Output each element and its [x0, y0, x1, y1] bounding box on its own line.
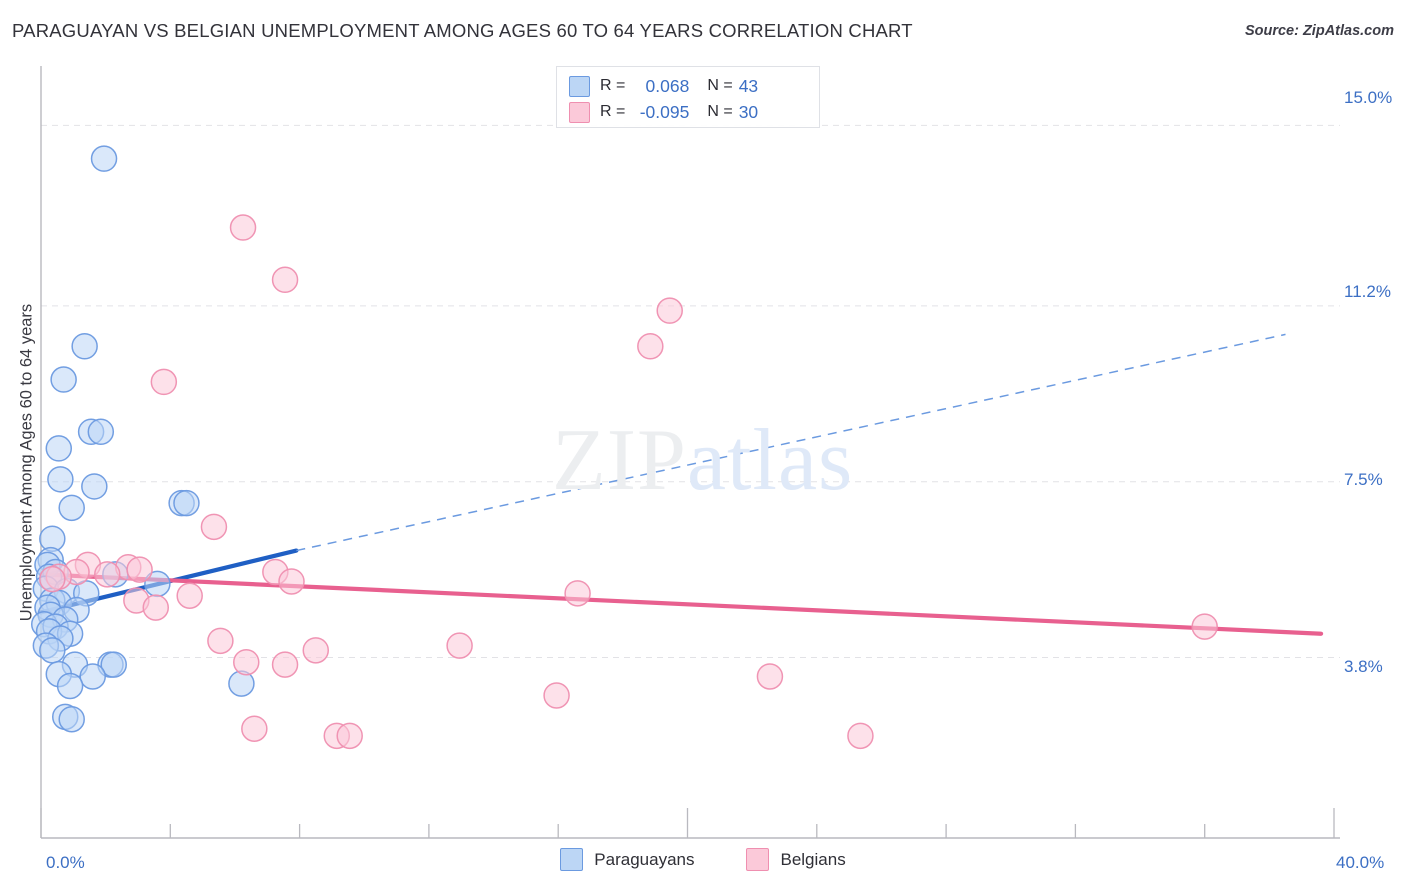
trend-lines: [38, 333, 1324, 636]
legend-marker-paraguayans-icon: [560, 848, 584, 871]
data-point[interactable]: [233, 648, 260, 676]
page-title: PARAGUAYAN VS BELGIAN UNEMPLOYMENT AMONG…: [12, 20, 913, 41]
y-tick-label-3-8: 3.8%: [1344, 657, 1383, 676]
stats-row-paraguayans: R = 0.068 N = 43: [569, 73, 809, 99]
legend-swatch-pink-icon: [569, 101, 590, 123]
legend-label-belgians: Belgians: [780, 849, 846, 869]
x-tick-label-max: 40.0%: [1336, 853, 1385, 872]
data-point[interactable]: [87, 418, 115, 446]
data-point[interactable]: [142, 594, 170, 621]
data-point[interactable]: [271, 651, 299, 678]
y-tick-label-11-2: 11.2%: [1344, 282, 1391, 301]
data-point[interactable]: [207, 627, 234, 655]
data-point[interactable]: [564, 580, 591, 607]
data-points: [30, 145, 1218, 750]
data-point[interactable]: [543, 682, 570, 709]
data-point[interactable]: [302, 637, 330, 664]
r-label-blue: R =: [600, 77, 626, 94]
source-attribution: Source: ZipAtlas.com: [1244, 23, 1394, 39]
r-label-pink: R =: [600, 103, 626, 120]
data-point[interactable]: [81, 473, 108, 500]
data-point[interactable]: [173, 489, 200, 517]
data-point[interactable]: [241, 715, 268, 742]
legend-item-paraguayans[interactable]: Paraguayans: [560, 848, 694, 871]
r-value-pink: -0.095: [639, 101, 690, 122]
data-point[interactable]: [847, 722, 874, 750]
data-point[interactable]: [656, 297, 683, 324]
data-point[interactable]: [39, 565, 66, 593]
data-point[interactable]: [58, 705, 85, 733]
y-tick-label-7-5: 7.5%: [1344, 470, 1383, 489]
n-value-pink: 30: [738, 101, 759, 122]
data-point[interactable]: [126, 556, 153, 583]
gridlines: [41, 124, 1340, 658]
data-point[interactable]: [45, 435, 73, 462]
data-point[interactable]: [39, 637, 66, 664]
correlation-stats-legend: R = 0.068 N = 43 R = -0.095 N = 30: [556, 66, 820, 128]
data-point[interactable]: [637, 333, 664, 360]
series-legend: Paraguayans Belgians: [0, 848, 1406, 871]
data-point[interactable]: [71, 333, 98, 360]
data-point[interactable]: [1191, 613, 1218, 640]
data-point[interactable]: [446, 632, 473, 659]
data-point[interactable]: [79, 663, 106, 690]
legend-label-paraguayans: Paraguayans: [594, 849, 695, 869]
data-point[interactable]: [176, 582, 203, 609]
data-point[interactable]: [58, 494, 85, 522]
data-point[interactable]: [50, 366, 77, 393]
data-point[interactable]: [229, 214, 257, 241]
legend-item-belgians[interactable]: Belgians: [746, 848, 846, 871]
data-point[interactable]: [56, 672, 84, 700]
stats-row-belgians: R = -0.095 N = 30: [569, 99, 809, 125]
data-point[interactable]: [94, 561, 121, 588]
x-tick-label-min: 0.0%: [46, 853, 85, 872]
data-point[interactable]: [150, 368, 178, 396]
data-point[interactable]: [278, 568, 305, 595]
n-label-pink: N =: [707, 103, 733, 120]
y-tick-label-15: 15.0%: [1344, 88, 1393, 107]
data-point[interactable]: [90, 145, 118, 172]
data-point[interactable]: [47, 466, 74, 493]
data-point[interactable]: [200, 513, 228, 541]
data-point[interactable]: [756, 663, 784, 690]
n-label-blue: N =: [707, 77, 733, 94]
y-axis-title: Unemployment Among Ages 60 to 64 years: [17, 303, 36, 622]
legend-marker-belgians-icon: [746, 848, 770, 871]
axis-lines: [40, 66, 1340, 839]
axis-ticks: [40, 808, 1335, 838]
data-point[interactable]: [336, 722, 363, 750]
series-points-belgians: [39, 214, 1218, 750]
r-value-blue: 0.068: [645, 75, 690, 96]
data-point[interactable]: [100, 651, 127, 678]
chart-header: PARAGUAYAN VS BELGIAN UNEMPLOYMENT AMONG…: [0, 0, 1406, 56]
data-point[interactable]: [271, 266, 299, 294]
legend-swatch-blue-icon: [569, 75, 590, 97]
n-value-blue: 43: [738, 75, 759, 96]
